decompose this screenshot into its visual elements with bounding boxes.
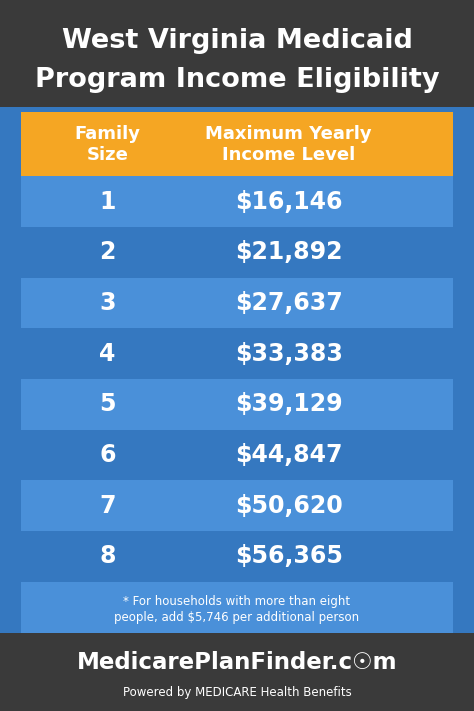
Text: $39,129: $39,129 (235, 392, 343, 417)
Text: people, add $5,746 per additional person: people, add $5,746 per additional person (114, 611, 360, 624)
Text: * For households with more than eight: * For households with more than eight (123, 594, 351, 608)
Text: 2: 2 (100, 240, 116, 264)
Text: West Virginia Medicaid: West Virginia Medicaid (62, 28, 412, 53)
Bar (21, 379, 453, 429)
Text: Program Income Eligibility: Program Income Eligibility (35, 67, 439, 93)
Text: $44,847: $44,847 (235, 443, 343, 467)
Bar (21, 582, 453, 633)
Text: $27,637: $27,637 (235, 291, 343, 315)
Bar (21, 227, 453, 278)
Bar (21, 176, 453, 227)
Bar (21, 277, 453, 328)
Text: 6: 6 (100, 443, 116, 467)
Text: Family
Size: Family Size (74, 124, 141, 164)
Text: 8: 8 (100, 544, 116, 568)
Text: $50,620: $50,620 (235, 493, 343, 518)
Bar (21, 429, 453, 481)
Text: Powered by MEDICARE Health Benefits: Powered by MEDICARE Health Benefits (123, 685, 351, 699)
Bar (0, 0, 474, 107)
Text: $16,146: $16,146 (235, 190, 343, 214)
Bar (0, 633, 474, 711)
Text: Maximum Yearly
Income Level: Maximum Yearly Income Level (205, 124, 372, 164)
Text: $21,892: $21,892 (235, 240, 343, 264)
Bar (21, 481, 453, 531)
Bar (21, 328, 453, 379)
Text: 5: 5 (100, 392, 116, 417)
Text: 4: 4 (100, 341, 116, 365)
Text: 1: 1 (100, 190, 116, 214)
Text: $33,383: $33,383 (235, 341, 343, 365)
Text: MedicarePlanFinder.c☉m: MedicarePlanFinder.c☉m (77, 651, 397, 674)
Bar (21, 112, 453, 176)
Bar (21, 531, 453, 582)
Text: 3: 3 (100, 291, 116, 315)
Text: 7: 7 (100, 493, 116, 518)
Text: $56,365: $56,365 (235, 544, 343, 568)
